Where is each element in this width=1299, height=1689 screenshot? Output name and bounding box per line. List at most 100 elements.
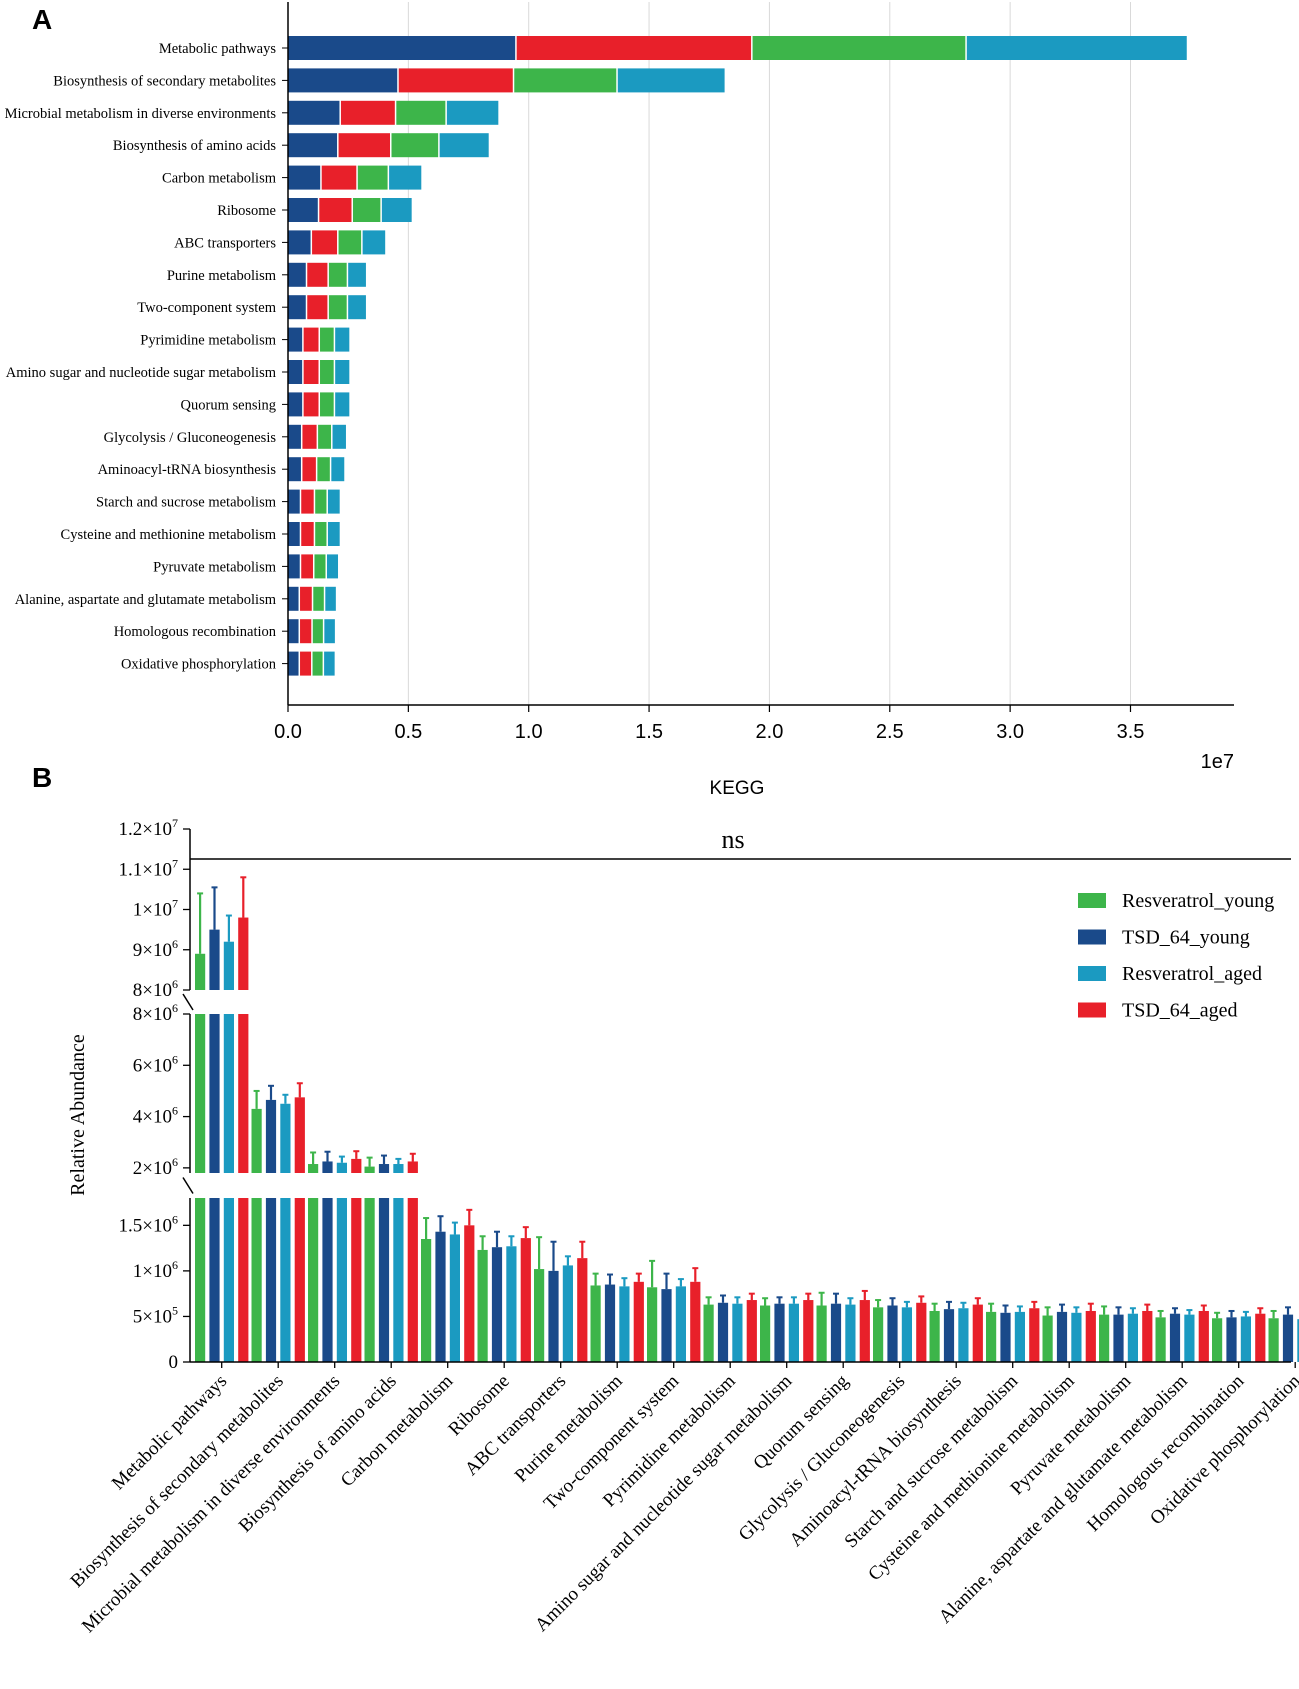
a-category-label: Metabolic pathways <box>159 41 277 57</box>
a-bar-segment <box>312 619 323 644</box>
b-bar <box>308 1198 319 1362</box>
a-bar-segment <box>352 198 381 222</box>
b-bar <box>604 1284 616 1362</box>
a-bar-segment <box>335 327 350 352</box>
a-bar-segment <box>288 198 318 222</box>
a-bar-segment <box>314 554 326 579</box>
b-bar <box>223 1198 234 1362</box>
b-bar <box>774 1303 785 1362</box>
b-bar <box>223 1014 234 1173</box>
a-bar-segment <box>288 262 306 287</box>
b-bar <box>351 1158 362 1173</box>
b-bar <box>209 929 220 990</box>
a-bar-segment <box>319 198 352 222</box>
b-bar <box>1056 1311 1068 1362</box>
a-bar-segment <box>315 489 327 514</box>
a-bar-segment <box>300 586 312 611</box>
a-tick-labels: 0.0 0.5 1.0 1.5 2.0 2.5 3.0 3.5 <box>274 705 1144 743</box>
a-bar-segment <box>288 68 398 93</box>
kegg-stacked-bar-chart: Metabolic pathways Biosynthesis of second… <box>5 2 1234 799</box>
a-bar-segment <box>303 360 319 384</box>
b-bar <box>661 1289 672 1362</box>
a-bar-segment <box>389 165 422 190</box>
a-bar-segment <box>320 327 334 352</box>
b-bar <box>830 1303 842 1362</box>
b-bar <box>407 1198 418 1362</box>
a-x-axis-title: KEGG <box>710 778 765 799</box>
a-bar-segment <box>324 619 335 644</box>
a-bar-segment <box>303 392 319 417</box>
b-bar <box>1226 1317 1237 1362</box>
a-x-tick-label: 0.5 <box>394 721 422 743</box>
a-x-tick-label: 0.0 <box>274 721 302 743</box>
a-bar-segment <box>288 457 301 482</box>
a-bar-segment <box>300 651 312 676</box>
a-x-tick-label: 2.5 <box>876 721 904 743</box>
b-y-tick-label: 1.1×107 <box>119 856 178 880</box>
a-category-label: Glycolysis / Gluconeogenesis <box>104 430 277 446</box>
b-axis-break <box>182 1177 194 1194</box>
a-bar-segment <box>301 489 314 514</box>
significance-label: ns <box>721 825 744 854</box>
b-bar <box>223 941 234 990</box>
b-bar <box>265 1198 277 1362</box>
b-bar <box>378 1164 390 1173</box>
a-category-label: Aminoacyl-tRNA biosynthesis <box>98 462 277 478</box>
b-bar <box>703 1304 714 1362</box>
a-bar-segment <box>328 262 347 287</box>
a-category-label: Microbial metabolism in diverse environm… <box>5 106 277 122</box>
b-bar <box>633 1281 644 1362</box>
b-bar <box>675 1286 686 1362</box>
a-category-label: Ribosome <box>217 203 276 219</box>
b-category-label: Cysteine and methionine metabolism <box>864 1371 1079 1586</box>
b-bar <box>788 1303 799 1362</box>
a-bar-segment <box>318 424 332 449</box>
b-bar <box>251 1108 262 1173</box>
b-bar <box>238 1014 249 1173</box>
b-bar <box>209 1014 220 1173</box>
b-bar <box>1255 1313 1266 1362</box>
b-bar <box>1297 1319 1299 1362</box>
b-bar <box>336 1162 347 1173</box>
b-bar <box>916 1302 927 1362</box>
a-bar-segment <box>752 36 966 60</box>
b-bar <box>435 1231 446 1362</box>
b-bar <box>1282 1314 1294 1362</box>
a-category-label: Oxidative phosphorylation <box>121 657 277 673</box>
b-bar <box>619 1286 630 1362</box>
legend-swatch <box>1078 893 1106 908</box>
b-y-tick-label: 2×106 <box>133 1155 178 1179</box>
a-bar-segment <box>617 68 725 93</box>
a-bar-segment <box>325 586 336 611</box>
a-bar-segment <box>348 295 366 320</box>
b-bar <box>562 1265 573 1362</box>
b-bar <box>590 1285 601 1362</box>
b-y-tick-label: 9×106 <box>133 937 178 961</box>
b-bar <box>1127 1313 1138 1362</box>
b-bar <box>1014 1311 1025 1362</box>
a-bar-segment <box>302 424 317 449</box>
b-bar <box>1042 1315 1053 1362</box>
b-bar <box>294 1097 305 1173</box>
a-bar-segment <box>303 327 319 352</box>
b-bar <box>491 1247 503 1362</box>
legend-swatch <box>1078 1002 1106 1018</box>
a-bar-segment <box>320 360 334 384</box>
b-bar <box>1184 1314 1195 1362</box>
b-bar <box>1085 1310 1096 1362</box>
a-bar-segment <box>313 586 324 611</box>
a-category-label: Biosynthesis of amino acids <box>113 138 276 154</box>
b-category-label: Biosynthesis of secondary metabolites <box>67 1371 288 1592</box>
b-bar <box>265 1099 277 1173</box>
a-bars <box>288 36 1187 676</box>
b-y-tick-labels: 8×106 9×106 1×107 1.1×107 1.2×107 2×106 4×106 6… <box>119 816 190 1373</box>
a-bar-segment <box>288 36 516 60</box>
a-x-tick-label: 2.0 <box>756 721 784 743</box>
a-bar-segment <box>966 36 1187 60</box>
relative-abundance-grouped-bar-chart: 8×106 9×106 1×107 1.1×107 1.2×107 2×106 4×106 6… <box>67 816 1299 1637</box>
b-bar <box>1029 1308 1040 1362</box>
a-bar-segment <box>446 100 499 125</box>
a-category-labels: Metabolic pathways Biosynthesis of second… <box>5 41 288 673</box>
b-bar <box>717 1302 729 1362</box>
